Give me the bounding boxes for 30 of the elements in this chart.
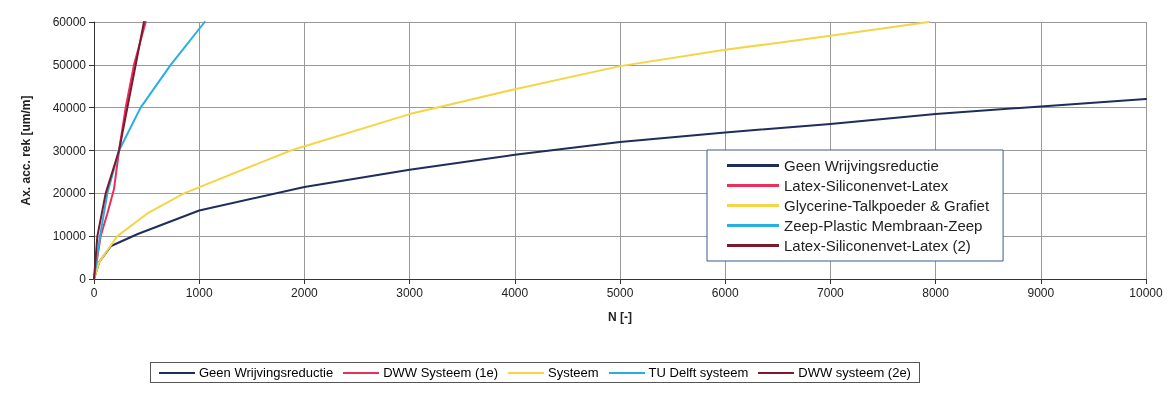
legend-label: Zeep-Plastic Membraan-Zeep xyxy=(784,217,983,234)
x-tick-label: 8000 xyxy=(922,286,950,300)
legend-label: Geen Wrijvingsreductie xyxy=(784,157,939,174)
x-tick-label: 6000 xyxy=(711,286,739,300)
legend-label: Glycerine-Talkpoeder & Grafiet xyxy=(784,197,990,214)
text: TU Delft systeem xyxy=(648,365,749,380)
y-tick-label: 50000 xyxy=(52,57,87,72)
x-tick-label: 2000 xyxy=(291,286,319,300)
y-tick-label: 10000 xyxy=(52,229,87,244)
y-tick-label: 60000 xyxy=(52,15,87,29)
x-tick-label: 1000 xyxy=(185,286,213,300)
x-axis-title: N [-] xyxy=(608,310,632,324)
text: DWW systeem (2e) xyxy=(798,365,911,380)
y-tick-label: 0 xyxy=(79,272,87,286)
y-axis-title: Ax. acc. rek [um/m] xyxy=(19,95,33,206)
y-tick-label: 30000 xyxy=(52,143,87,158)
x-tick-label: 0 xyxy=(90,286,98,300)
x-tick-label: 9000 xyxy=(1027,286,1055,300)
y-tick-label: 40000 xyxy=(52,100,87,115)
text: Geen Wrijvingsreductie xyxy=(199,365,334,380)
x-tick-label: 3000 xyxy=(396,286,424,300)
y-tick-label: 20000 xyxy=(52,186,87,201)
x-tick-label: 5000 xyxy=(606,286,634,300)
text: DWW Systeem (1e) xyxy=(383,365,498,380)
legend-label: Latex-Siliconenvet-Latex (2) xyxy=(784,237,971,254)
x-tick-label: 7000 xyxy=(817,286,845,300)
x-tick-label: 4000 xyxy=(501,286,529,300)
text: Systeem xyxy=(548,365,599,380)
x-tick-label: 10000 xyxy=(1129,286,1164,300)
legend-label: Latex-Siliconenvet-Latex xyxy=(784,177,949,194)
